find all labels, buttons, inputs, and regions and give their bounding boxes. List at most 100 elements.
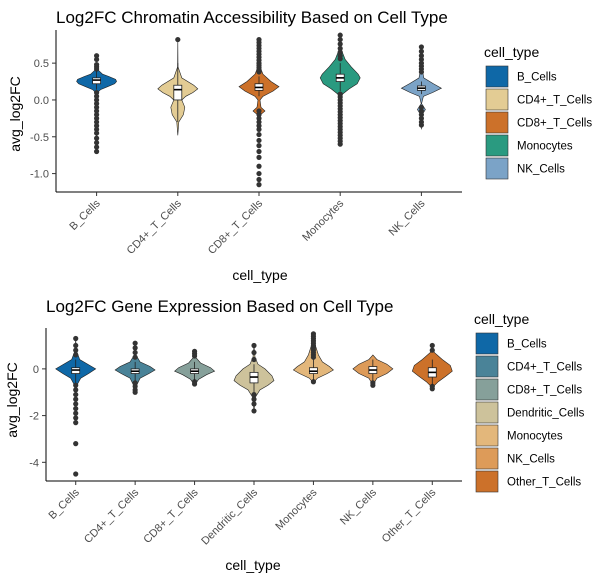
legend-label: CD8+_T_Cells [517, 118, 592, 130]
x-tick-label: CD8+_T_Cells [141, 486, 201, 546]
chart-chromatin-accessibility: Log2FC Chromatin Accessibility Based on … [7, 8, 592, 283]
outlier-point [251, 401, 257, 407]
y-tick-label: 0.5 [34, 58, 49, 70]
legend: cell_type B_Cells CD4+_T_Cells CD8+_T_Cell… [484, 44, 592, 180]
violin-group: Dendritic_Cells [199, 342, 275, 547]
y-tick-label: -0.5 [30, 132, 49, 144]
violin-group: B_Cells [47, 335, 97, 522]
outlier-point [256, 115, 262, 121]
outlier-point [429, 386, 435, 392]
outlier-point [337, 36, 343, 43]
outlier-point [94, 53, 100, 59]
y-axis-title: avg_log2FC [7, 76, 23, 152]
outlier-point [94, 112, 100, 118]
outlier-point [251, 342, 257, 349]
outlier-point [94, 104, 100, 110]
outlier-point [132, 389, 138, 395]
legend-label: CD4+_T_Cells [517, 95, 592, 107]
outlier-point [94, 126, 100, 133]
outlier-point [73, 410, 79, 416]
x-tick-label: Dendritic_Cells [199, 486, 260, 547]
x-tick-label: B_Cells [47, 486, 83, 522]
outlier-point [251, 349, 257, 356]
outlier-point [94, 108, 100, 114]
outlier-point [418, 112, 424, 118]
x-tick-label: CD4+_T_Cells [82, 486, 142, 546]
chart-title: Log2FC Chromatin Accessibility Based on … [56, 8, 448, 27]
x-tick-label: B_Cells [67, 197, 103, 233]
outlier-point [73, 387, 79, 393]
x-axis-title: cell_type [225, 557, 280, 573]
outlier-point [256, 170, 262, 177]
outlier-point [256, 108, 262, 114]
legend-swatch [475, 378, 499, 401]
outlier-point [94, 89, 100, 96]
outlier-point [191, 381, 198, 387]
outlier-point [310, 379, 317, 385]
outlier-point [256, 137, 262, 144]
plot-area: 0.5 0.0 -0.5 -1.0 B_Cells CD4+_T_Cells CD8+_T_… [30, 30, 462, 257]
outlier-point [337, 141, 343, 147]
legend-swatch [475, 332, 499, 355]
legend-swatch [475, 424, 499, 447]
y-tick-label: -2 [29, 411, 39, 423]
outlier-point [94, 93, 100, 99]
x-tick-label: CD4+_T_Cells [125, 197, 185, 257]
outlier-point [418, 48, 424, 54]
outlier-point [94, 135, 100, 141]
x-tick-label: NK_Cells [387, 197, 428, 238]
outlier-point [94, 130, 100, 136]
legend-swatch [485, 157, 509, 180]
plot-area: 0 -2 -4 B_Cells CD4+_T_Cells CD8+_T_CellsDend… [29, 328, 462, 547]
violin-group: CD8+_T_Cells [141, 348, 216, 546]
outlier-point [73, 415, 79, 421]
y-tick-label: 0.0 [34, 95, 49, 107]
outlier-point [256, 69, 262, 75]
outlier-point [73, 396, 79, 402]
outlier-point [256, 176, 262, 183]
legend-swatch [475, 447, 499, 470]
outlier-point [418, 44, 424, 50]
outlier-point [73, 352, 79, 358]
y-tick-label: -1.0 [30, 169, 49, 181]
outlier-point [132, 340, 138, 346]
legend-swatch [485, 65, 509, 88]
outlier-point [73, 342, 79, 349]
box [173, 84, 183, 101]
chart-gene-expression: Log2FC Gene Expression Based on Cell Typ… [4, 297, 585, 573]
legend-label: NK_Cells [517, 164, 565, 176]
legend-label: CD8+_T_Cells [507, 385, 582, 397]
outlier-point [337, 32, 343, 38]
x-tick-label: Monocytes [300, 197, 346, 243]
outlier-point [418, 56, 424, 63]
outlier-point [256, 143, 262, 149]
legend-title: cell_type [474, 311, 529, 327]
legend-swatch [475, 401, 499, 424]
y-tick-label: -4 [29, 457, 39, 469]
legend-swatch [475, 470, 499, 493]
violin-group: B_Cells [67, 53, 117, 233]
legend-label: Other_T_Cells [507, 477, 581, 489]
outlier-point [337, 41, 343, 47]
outlier-point [251, 356, 257, 363]
x-tick-label: CD8+_T_Cells [206, 197, 266, 257]
outlier-point [370, 382, 376, 388]
outlier-point [256, 119, 262, 125]
legend-label: Dendritic_Cells [507, 408, 585, 420]
outlier-point [73, 420, 79, 426]
legend-title: cell_type [484, 44, 539, 60]
outlier-point [73, 347, 79, 353]
outlier-point [94, 148, 100, 155]
outlier-point [429, 347, 435, 353]
outlier-point [132, 354, 138, 360]
outlier-point [256, 182, 262, 188]
outlier-point [256, 131, 262, 138]
violin-group: CD4+_T_Cells [125, 36, 199, 257]
outlier-point [73, 335, 79, 342]
x-tick-label: Monocytes [273, 486, 319, 532]
outlier-point [94, 140, 100, 146]
violin-group: Monocytes [273, 331, 334, 533]
chart-title: Log2FC Gene Expression Based on Cell Typ… [46, 297, 393, 316]
outlier-point [256, 123, 262, 129]
outlier-point [429, 342, 435, 349]
